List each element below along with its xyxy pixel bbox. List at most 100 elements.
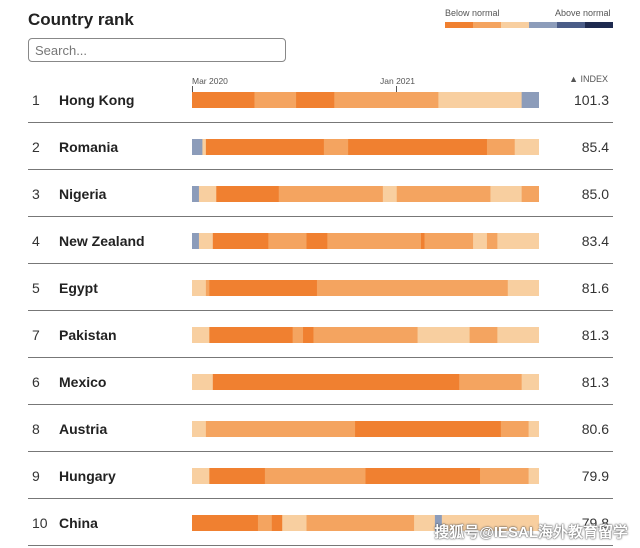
timeline-segment [282, 515, 308, 531]
axis-tick-start [192, 86, 193, 93]
timeline-segment [192, 515, 259, 531]
timeline-bar [192, 327, 539, 343]
timeline-segment [514, 139, 539, 155]
timeline-segment [205, 139, 325, 155]
timeline-segment [486, 139, 516, 155]
rank-number: 5 [32, 280, 40, 296]
axis-label-jan-2021: Jan 2021 [380, 76, 415, 86]
page-title: Country rank [28, 10, 134, 29]
axis-label-start: Mar 2020 [192, 76, 228, 86]
table-row[interactable]: 5 Egypt 81.6 [28, 264, 613, 311]
index-value: 80.6 [581, 421, 609, 437]
index-column-header: ▲ INDEX [569, 74, 608, 84]
timeline-segment [306, 515, 415, 531]
timeline-segment [192, 468, 210, 484]
timeline-segment [497, 233, 539, 249]
timeline-segment [365, 468, 481, 484]
timeline-segment [205, 280, 210, 296]
rank-number: 6 [32, 374, 40, 390]
timeline-segment [473, 233, 488, 249]
timeline-segment [192, 233, 200, 249]
table-row[interactable]: 10 China 79.8 [28, 499, 613, 546]
table-row[interactable]: 2 Romania 85.4 [28, 123, 613, 170]
timeline-segment [216, 186, 280, 202]
timeline-segment [500, 421, 530, 437]
legend-color-scale [445, 22, 613, 28]
timeline-segment [414, 515, 436, 531]
table-row[interactable]: 7 Pakistan 81.3 [28, 311, 613, 358]
search-input[interactable] [28, 38, 286, 62]
timeline-segment [192, 92, 255, 108]
timeline-segment [292, 327, 304, 343]
country-name: Romania [59, 139, 119, 155]
timeline-segment [268, 233, 308, 249]
timeline-segment [202, 139, 207, 155]
timeline-segment [296, 92, 335, 108]
timeline-segment [192, 186, 200, 202]
timeline-segment [348, 139, 488, 155]
timeline-bar [192, 280, 539, 296]
table-row[interactable]: 8 Austria 80.6 [28, 405, 613, 452]
timeline-segment [507, 280, 539, 296]
legend-swatch [585, 22, 613, 28]
table-row[interactable]: 3 Nigeria 85.0 [28, 170, 613, 217]
timeline-segment [192, 421, 207, 437]
rank-number: 7 [32, 327, 40, 343]
timeline-segment [438, 92, 523, 108]
rank-number: 9 [32, 468, 40, 484]
timeline-segment [441, 515, 539, 531]
country-name: Austria [59, 421, 108, 437]
rank-number: 3 [32, 186, 40, 202]
timeline-segment [521, 374, 539, 390]
timeline-bar [192, 92, 539, 108]
index-value: 81.6 [581, 280, 609, 296]
timeline-segment [382, 186, 398, 202]
timeline-segment [327, 233, 422, 249]
index-value: 101.3 [573, 92, 609, 108]
timeline-segment [334, 92, 342, 108]
watermark-text: 搜狐号@IESAL海外教育留学 [434, 524, 628, 541]
table-row[interactable]: 1 Hong Kong 101.3 [28, 76, 613, 123]
timeline-segment [316, 280, 509, 296]
timeline-segment [257, 515, 273, 531]
timeline-segment [424, 233, 474, 249]
timeline-segment [421, 233, 425, 249]
timeline-segment [490, 186, 523, 202]
timeline-segment [303, 327, 314, 343]
legend-swatch [445, 22, 473, 28]
timeline-segment [521, 186, 539, 202]
country-name: China [59, 515, 98, 531]
rank-number: 1 [32, 92, 40, 108]
table-row[interactable]: 4 New Zealand 83.4 [28, 217, 613, 264]
timeline-segment [421, 327, 471, 343]
index-value: 85.0 [581, 186, 609, 202]
rank-number: 4 [32, 233, 40, 249]
timeline-segment [212, 233, 269, 249]
country-name: Egypt [59, 280, 98, 296]
rank-number: 10 [32, 515, 48, 531]
timeline-segment [209, 327, 294, 343]
timeline-segment [434, 515, 443, 531]
index-value: 81.3 [581, 374, 609, 390]
timeline-segment [417, 327, 422, 343]
timeline-segment [469, 327, 498, 343]
index-value: 85.4 [581, 139, 609, 155]
timeline-segment [192, 327, 210, 343]
country-name: Hong Kong [59, 92, 135, 108]
timeline-segment [271, 421, 356, 437]
timeline-segment [459, 374, 523, 390]
timeline-segment [271, 515, 283, 531]
table-row[interactable]: 6 Mexico 81.3 [28, 358, 613, 405]
timeline-segment [528, 421, 539, 437]
timeline-segment [278, 186, 384, 202]
legend-below-label: Below normal [445, 8, 500, 18]
table-row[interactable]: 9 Hungary 79.9 [28, 452, 613, 499]
timeline-segment [528, 468, 539, 484]
timeline-segment [192, 280, 207, 296]
legend-swatch [501, 22, 529, 28]
country-name: New Zealand [59, 233, 145, 249]
timeline-segment [192, 139, 203, 155]
legend-swatch [529, 22, 557, 28]
timeline-segment [480, 468, 530, 484]
timeline-segment [323, 139, 349, 155]
